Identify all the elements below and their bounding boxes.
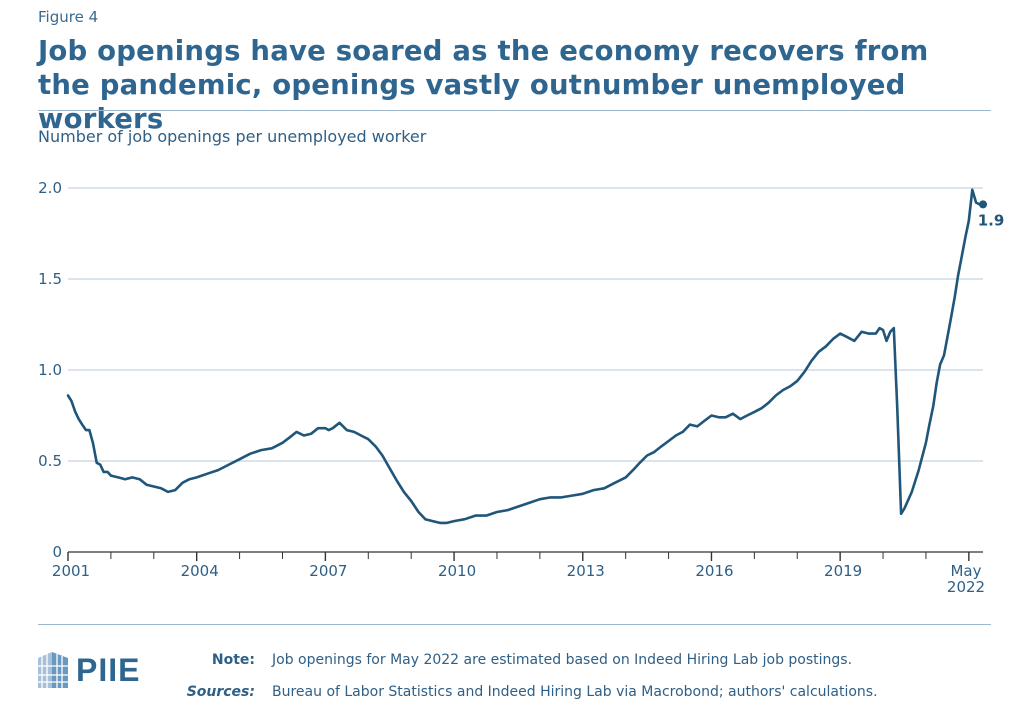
y-tick-label: 1.5	[38, 270, 62, 288]
sources-key: Sources:	[186, 684, 255, 700]
x-tick-label: 2013	[567, 562, 605, 580]
figure-label: Figure 4	[38, 8, 99, 26]
x-tick-label: 2016	[695, 562, 733, 580]
y-tick-label: 0	[52, 543, 62, 561]
x-tick-label: 2007	[309, 562, 347, 580]
series-line	[66, 188, 985, 525]
y-tick-label: 1.0	[38, 361, 62, 379]
y-tick-label: 2.0	[38, 179, 62, 197]
logo-text: PIIE	[76, 651, 141, 688]
footer-divider	[38, 624, 991, 625]
chart-title: Job openings have soared as the economy …	[38, 35, 929, 135]
end-value-label: 1.9	[978, 211, 1005, 229]
x-tick-label: 2004	[181, 562, 219, 580]
gridlines	[68, 187, 983, 462]
sources-text: Bureau of Labor Statistics and Indeed Hi…	[272, 684, 878, 700]
y-tick-label: 0.5	[38, 452, 62, 470]
series-layer: 1.9	[66, 188, 1005, 525]
end-point-marker	[979, 200, 987, 209]
x-tick-label: 2010	[438, 562, 476, 580]
piie-logo: PIIE	[36, 648, 140, 692]
y-axis-labels: 0 0.5 1.0 1.5 2.0	[38, 179, 62, 561]
title-divider	[38, 110, 991, 111]
x-tick-label: 2001	[52, 562, 90, 580]
x-tick-label-last-year: 2022	[947, 578, 985, 596]
x-tick-label-last-month: May	[950, 562, 981, 580]
note-key: Note:	[211, 652, 255, 668]
footer: PIIE Note: Job openings for May 2022 are…	[0, 640, 1025, 713]
chart-subtitle: Number of job openings per unemployed wo…	[38, 127, 427, 146]
x-tick-label: 2019	[824, 562, 862, 580]
piie-building-icon	[38, 652, 68, 688]
note-text: Job openings for May 2022 are estimated …	[272, 652, 853, 668]
